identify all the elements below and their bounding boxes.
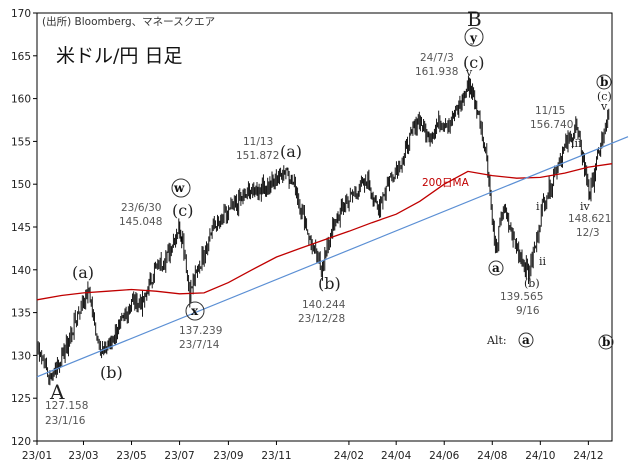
ann-date-8: 11/15 [535, 105, 565, 117]
wave-b-circle-right [596, 74, 612, 90]
wave-label-b2: (b) [318, 274, 341, 293]
y-tick-label: 165 [11, 51, 31, 63]
ann-date-2: 23/6/30 [121, 202, 161, 214]
x-axis: 23/01 23/03 23/05 23/07 23/09 23/11 24/02 24/04… [22, 441, 604, 462]
wave-x-circle [185, 301, 205, 321]
x-tick-label: 24/10 [525, 450, 555, 462]
wave-label-i: i [536, 200, 540, 213]
ann-date-1: 23/1/16 [45, 415, 86, 427]
y-axis: 120 125 130 135 140 145 150 155 160 165 170 [11, 8, 37, 448]
wave-label-b-right: b [600, 75, 608, 89]
wave-label-iv: iv [580, 200, 591, 213]
y-tick-label: 160 [11, 94, 31, 106]
y-tick-label: 150 [11, 179, 31, 191]
trendline-line [36, 136, 629, 378]
x-tick-label: 24/12 [573, 450, 603, 462]
source-note: (出所) Bloomberg、マネースクエア [42, 15, 215, 28]
ann-date-9: 12/3 [576, 227, 600, 239]
ann-value-1: 127.158 [45, 400, 88, 412]
alt-a-circle [518, 332, 534, 348]
x-tick-label: 23/07 [164, 450, 194, 462]
wave-label-c1: (c) [172, 201, 193, 220]
ma-200-line [36, 163, 613, 301]
wave-label-ii: ii [539, 255, 547, 268]
wave-label-c-right: (c) [597, 90, 612, 103]
wave-y-circle [464, 27, 484, 47]
ann-date-4: 11/13 [243, 136, 273, 148]
ma-label: 200日MA [422, 177, 470, 189]
ann-date-7: 9/16 [516, 305, 540, 317]
y-tick-label: 125 [11, 393, 31, 405]
ann-date-6: 24/7/3 [420, 52, 454, 64]
x-tick-label: 24/06 [429, 450, 460, 462]
alt-label-a: a [522, 333, 530, 347]
wave-label-B: B [467, 7, 482, 31]
x-tick-label: 24/08 [477, 450, 507, 462]
ann-value-2: 145.048 [119, 216, 162, 228]
price-bars [37, 75, 610, 386]
y-tick-label: 140 [11, 265, 31, 277]
x-tick-label: 24/04 [381, 450, 412, 462]
wave-label-a3: a [492, 261, 500, 275]
y-tick-label: 155 [11, 136, 31, 148]
wave-label-c-top: (c) [463, 53, 484, 72]
alt-b-circle [598, 334, 614, 350]
ann-value-8: 156.740 [530, 119, 573, 131]
y-tick-label: 130 [11, 350, 31, 362]
ann-date-3: 23/7/14 [179, 339, 220, 351]
ann-value-3: 137.239 [179, 325, 222, 337]
wave-label-a1: (a) [72, 263, 94, 282]
ann-date-5: 23/12/28 [298, 313, 345, 325]
wave-label-b-small: (b) [524, 277, 540, 290]
x-tick-label: 23/01 [22, 450, 52, 462]
chart-title: 米ドル/円 日足 [56, 45, 182, 67]
y-tick-label: 170 [11, 8, 31, 20]
ann-value-9: 148.621 [568, 213, 611, 225]
wave-label-y: y [469, 31, 478, 45]
x-tick-label: 23/03 [68, 450, 98, 462]
trendline [36, 136, 629, 378]
ann-value-4: 151.872 [236, 150, 279, 162]
wave-label-a2: (a) [280, 142, 302, 161]
wave-w-circle [171, 178, 191, 198]
x-tick-label: 23/09 [213, 450, 243, 462]
y-tick-label: 120 [11, 436, 31, 448]
price-ohlc-series [37, 75, 610, 386]
y-tick-label: 135 [11, 308, 31, 320]
x-tick-label: 23/05 [116, 450, 146, 462]
wave-a-circle [488, 260, 504, 276]
x-tick-label: 24/02 [334, 450, 364, 462]
ann-value-5: 140.244 [302, 299, 346, 311]
ann-value-7: 139.565 [500, 291, 543, 303]
ma-200-series [36, 163, 613, 301]
x-tick-label: 23/11 [261, 450, 291, 462]
wave-marker-top: v [465, 66, 473, 79]
alt-label-b: b [602, 335, 610, 349]
wave-marker-right: v [600, 100, 608, 113]
wave-label-b1: (b) [100, 363, 123, 382]
ann-value-6: 161.938 [415, 66, 458, 78]
wave-label-A: A [49, 380, 65, 404]
wave-label-x: x [191, 304, 199, 318]
wave-label-w: w [173, 181, 185, 195]
wave-label-iii: iii [571, 137, 582, 150]
y-tick-label: 145 [11, 222, 31, 234]
alt-label: Alt: [486, 334, 507, 347]
